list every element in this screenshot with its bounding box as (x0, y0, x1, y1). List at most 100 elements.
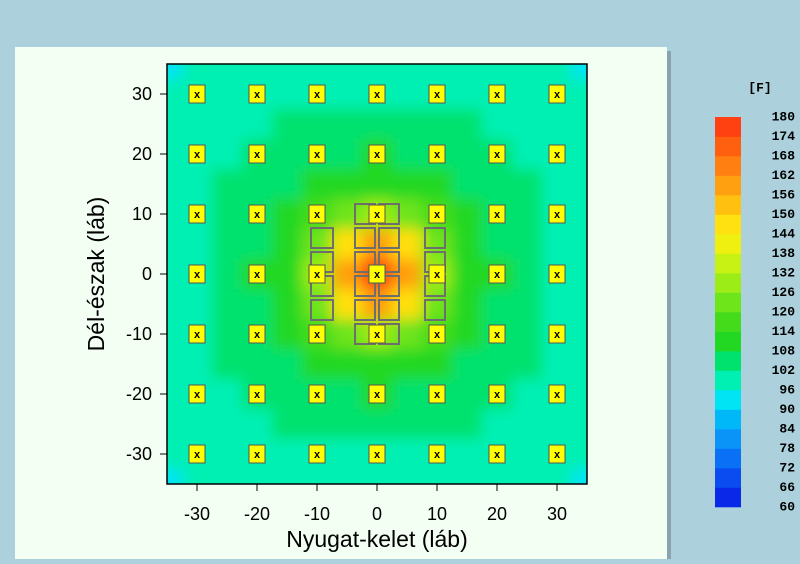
contour-cell (212, 229, 243, 260)
contour-cell (302, 409, 333, 440)
sensor-marker (188, 444, 206, 464)
contour-cell (392, 229, 423, 260)
contour-cell (572, 109, 587, 140)
sensor-marker (428, 204, 446, 224)
sensor-marker (248, 84, 266, 104)
x-tick-label: -30 (184, 504, 210, 524)
contour-cell (212, 169, 243, 200)
contour-cell (302, 349, 333, 380)
contour-cell (212, 79, 243, 110)
contour-cell (422, 349, 453, 380)
sensor-marker (368, 384, 386, 404)
contour-cell (362, 469, 393, 484)
x-tick-label: -10 (304, 504, 330, 524)
contour-cell (272, 289, 303, 320)
contour-cell (272, 259, 303, 290)
contour-cell (212, 379, 243, 410)
contour-cell (272, 319, 303, 350)
sensor-label: x (494, 269, 501, 281)
sensor-marker (488, 84, 506, 104)
contour-cell (362, 349, 393, 380)
colorbar-label: 174 (772, 129, 796, 144)
colorbar-band (715, 214, 741, 235)
sensor-label: x (314, 269, 321, 281)
colorbar-label: 168 (772, 148, 796, 163)
sensor-label: x (374, 89, 381, 101)
sensor-label: x (554, 269, 561, 281)
contour-cell (167, 439, 183, 470)
sensor-label: x (314, 149, 321, 161)
contour-cell (392, 409, 423, 440)
x-tick-label: 20 (487, 504, 507, 524)
contour-cell (182, 349, 213, 380)
colorbar-title: [F] (748, 80, 771, 95)
x-tick-label: 0 (372, 504, 382, 524)
contour-cell (212, 319, 243, 350)
contour-cell (572, 79, 587, 110)
contour-cell (512, 319, 543, 350)
contour-cell (167, 169, 183, 200)
contour-cell (302, 109, 333, 140)
colorbar-band (715, 273, 741, 293)
contour-cell (272, 439, 303, 470)
contour-cell (167, 64, 183, 80)
sensor-marker (188, 204, 206, 224)
contour-cell (332, 439, 363, 470)
contour-cell (452, 169, 483, 200)
contour-cell (212, 109, 243, 140)
sensor-label: x (554, 389, 561, 401)
sensor-marker (488, 144, 506, 164)
sensor-marker (248, 384, 266, 404)
sensor-marker (548, 264, 566, 284)
contour-cell (332, 139, 363, 170)
contour-cell (572, 199, 587, 230)
colorbar-band (715, 331, 741, 352)
contour-cell (332, 409, 363, 440)
colorbar-band (715, 448, 741, 469)
colorbar-band (715, 429, 741, 449)
sensor-marker (368, 324, 386, 344)
sensor-label: x (194, 269, 201, 281)
contour-cell (392, 349, 423, 380)
contour-cell (242, 64, 273, 80)
sensor-marker (548, 384, 566, 404)
contour-cell (452, 199, 483, 230)
contour-cell (212, 64, 243, 80)
contour-cell (452, 139, 483, 170)
sensor-marker (308, 144, 326, 164)
contour-cell (182, 169, 213, 200)
sensor-marker (368, 264, 386, 284)
sensor-marker (188, 324, 206, 344)
contour-cell (272, 229, 303, 260)
contour-cell (542, 349, 573, 380)
sensor-label: x (554, 329, 561, 341)
sensor-label: x (314, 449, 321, 461)
contour-cell (392, 469, 423, 484)
contour-cell (302, 469, 333, 484)
contour-cell (572, 259, 587, 290)
contour-cell (422, 169, 453, 200)
plot-clip (167, 64, 587, 484)
contour-cell (167, 379, 183, 410)
colorbar-label: 114 (772, 324, 796, 339)
contour-cell (302, 229, 333, 260)
contour-cell (482, 64, 513, 80)
contour-cell (512, 349, 543, 380)
sensor-marker (308, 384, 326, 404)
colorbar-label: 108 (772, 343, 796, 358)
colorbar-band (715, 292, 741, 313)
contour-cell (512, 169, 543, 200)
sensor-label: x (554, 449, 561, 461)
contour-cell (167, 109, 183, 140)
sensor-label: x (314, 329, 321, 341)
colorbar-label: 60 (779, 499, 795, 514)
sensor-marker (488, 444, 506, 464)
contour-cell (362, 169, 393, 200)
colorbar-label: 162 (772, 168, 796, 183)
contour-cell (392, 64, 423, 80)
sensor-label: x (374, 449, 381, 461)
contour-cell (167, 259, 183, 290)
colorbar-label: 120 (772, 304, 796, 319)
